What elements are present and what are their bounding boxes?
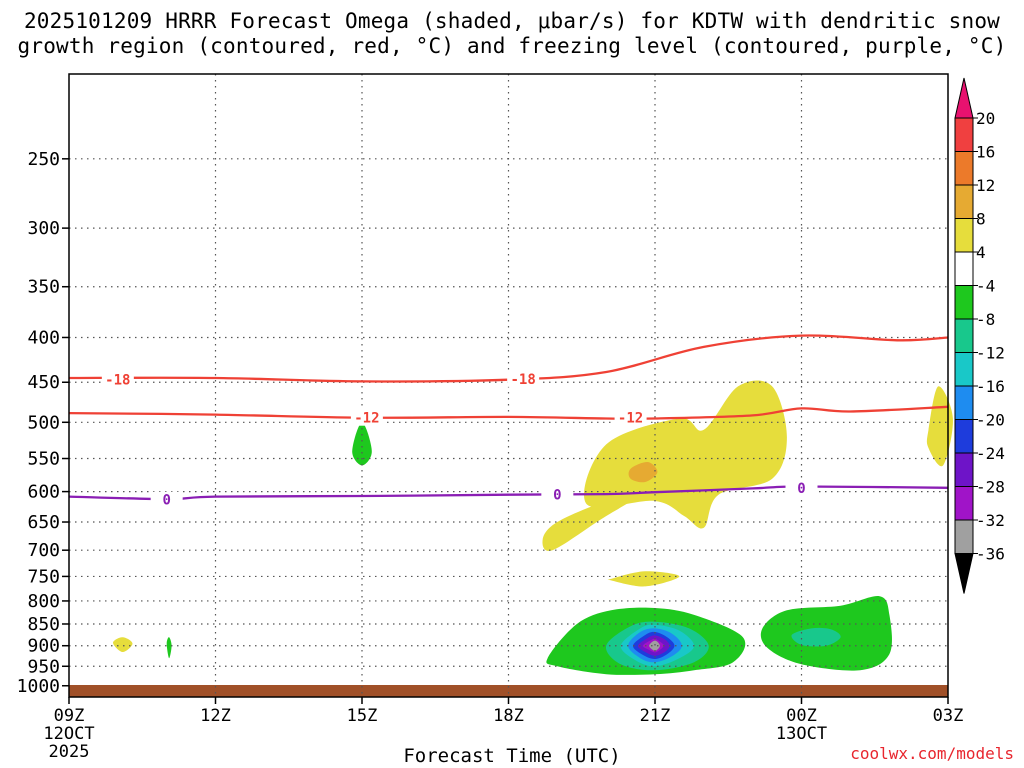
colorbar-segment [954,218,974,253]
y-tick-label: 1000 [17,676,60,697]
colorbar-segment [954,519,974,554]
x-tick-label: 21Z [640,706,671,726]
y-tick-label: 600 [27,482,60,503]
colorbar-label: -32 [976,511,1005,530]
x-tick-label: 12Z [200,706,231,726]
y-tick-label: 300 [27,218,60,239]
x-axis-title: Forecast Time (UTC) [403,745,621,767]
colorbar-label: -28 [976,478,1005,497]
contour-label: -18 [105,373,130,389]
shaded-region [584,380,787,529]
contour-label-bg [507,370,540,387]
contour-label: -12 [354,411,379,427]
contour-label-bg [541,486,574,503]
shaded-region [628,461,658,483]
colorbar-segment [954,151,974,186]
colorbar-segment [954,117,974,152]
contour-label-bg [101,371,134,388]
x-tick-date: 13OCT [776,724,827,744]
chart-title: 2025101209 HRRR Forecast Omega (shaded, … [23,9,1001,33]
colorbar-segment [954,486,974,521]
x-tick-label: 15Z [347,706,378,726]
shaded-region [606,571,680,587]
ground-band [69,685,948,697]
colorbar-segment [954,318,974,353]
colorbar-label: -20 [976,411,1005,430]
shaded-regions [113,380,953,675]
colorbar-segment [954,352,974,387]
colorbar-label: 8 [976,210,986,229]
colorbar-label: -16 [976,377,1005,396]
colorbar-label: -4 [976,277,995,296]
shaded-region [542,490,646,551]
contour-line [68,405,949,420]
contour-label: 0 [797,481,805,497]
colorbar-segment [954,385,974,420]
colorbar-segment [954,184,974,219]
x-tick-year: 2025 [49,742,90,762]
y-tick-label: 650 [27,512,60,533]
contour-label-bg [614,409,647,426]
colorbar: 20 16 12 8 4 -4 -8 -12 -16 -20 -24 -28 -32 -36 [954,77,1005,594]
y-tick-label: 350 [27,277,60,298]
x-tick-label: 18Z [493,706,524,726]
colorbar-label: 12 [976,176,995,195]
colorbar-segment [954,419,974,454]
chart-subtitle: growth region (contoured, red, °C) and f… [17,34,1007,58]
shaded-region [113,637,133,653]
x-tick-label: 09Z [54,706,85,726]
colorbar-label: -12 [976,344,1005,363]
colorbar-segment [954,251,974,286]
contours: -18 -18 -12 -12 0 0 0 [68,334,949,509]
y-tick-label: 750 [27,566,60,587]
y-tick-label: 900 [27,636,60,657]
y-axis: 2503003504004505005506006507007508008509… [17,149,69,697]
colorbar-label: -24 [976,444,1005,463]
y-tick-label: 450 [27,372,60,393]
y-tick-label: 800 [27,591,60,612]
ground-band-rect [69,685,948,697]
contour-label-bg [150,491,183,508]
x-tick-label: 00Z [786,706,817,726]
y-tick-label: 700 [27,540,60,561]
colorbar-label: 4 [976,243,986,262]
contour-label: 0 [162,493,170,509]
y-tick-label: 500 [27,412,60,433]
y-tick-label: 950 [27,656,60,677]
colorbar-label: 16 [976,143,995,162]
y-tick-label: 550 [27,449,60,470]
colorbar-top-triangle [954,77,974,119]
shaded-region [926,386,953,467]
contour-label: -12 [618,411,643,427]
contour-line [68,485,949,501]
colorbar-label: 20 [976,109,995,128]
grid-lines [69,74,948,697]
shaded-region [791,627,841,647]
x-tick-date: 12OCT [43,724,94,744]
colorbar-label: -36 [976,545,1005,564]
y-tick-label: 250 [27,149,60,170]
contour-label-bg [785,479,818,496]
colorbar-segment [954,285,974,320]
y-tick-label: 400 [27,327,60,348]
source-credit[interactable]: coolwx.com/models [850,744,1014,763]
y-tick-label: 850 [27,614,60,635]
contour-label: 0 [553,488,561,504]
shaded-region [166,637,172,659]
shaded-region [649,640,660,651]
contour-label: -18 [511,372,536,388]
shaded-region [352,422,372,466]
x-tick-label: 03Z [933,706,964,726]
colorbar-segment [954,452,974,487]
colorbar-label: -8 [976,310,995,329]
contour-line [68,334,949,383]
contour-label-bg [350,409,383,426]
colorbar-bottom-triangle [954,553,974,594]
